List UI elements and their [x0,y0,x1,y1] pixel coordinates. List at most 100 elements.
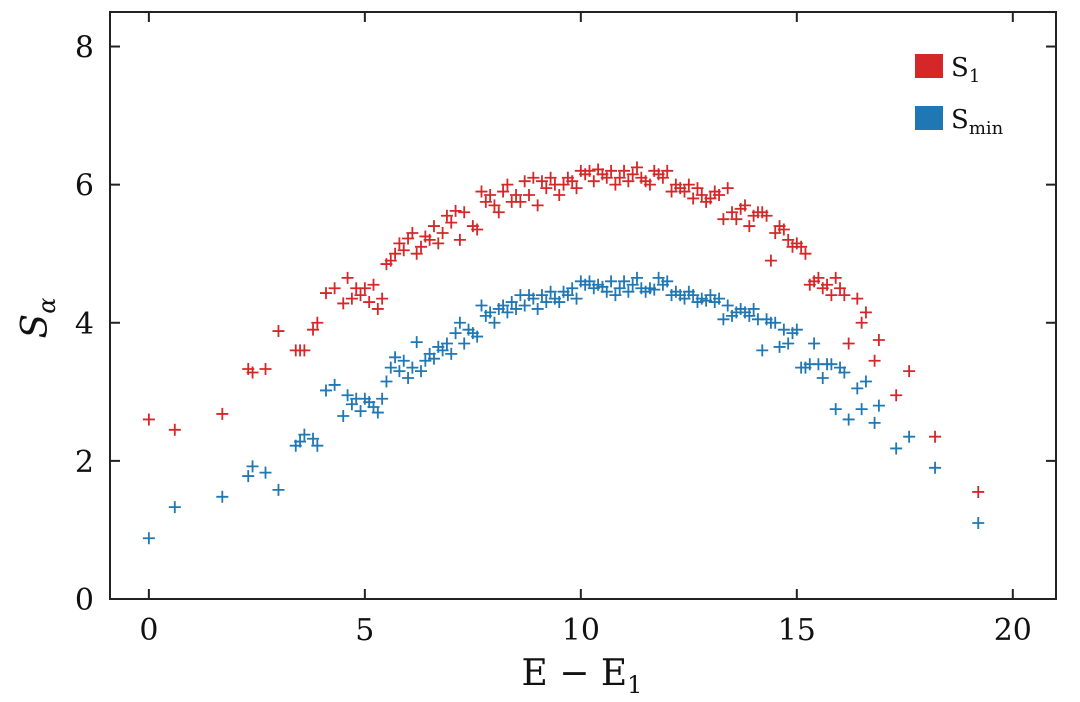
data-point [423,233,436,246]
data-point [535,175,548,188]
data-point [436,344,449,357]
data-point [518,175,531,188]
data-point [363,296,376,309]
data-point [648,283,661,296]
data-point [929,461,942,474]
data-point [643,178,656,191]
data-point [436,226,449,239]
data-point [298,344,311,357]
data-point [415,240,428,253]
data-point [682,178,695,191]
data-point [471,330,484,343]
data-point [808,337,821,350]
data-point [825,289,838,302]
data-point [626,278,639,291]
data-point [730,213,743,226]
data-point [782,233,795,246]
data-point [505,296,518,309]
data-point [812,271,825,284]
y-tick-label: 8 [75,31,94,66]
data-point [246,366,259,379]
data-point [319,287,332,300]
data-point [384,254,397,267]
data-point [704,192,717,205]
data-point [402,372,415,385]
axis-ticks: 0 5 10 15 20 0 2 4 6 8 [75,12,1056,648]
data-point [440,337,453,350]
data-point [613,171,626,184]
data-point [445,216,458,229]
data-point [497,299,510,312]
data-point [272,483,285,496]
data-point [583,164,596,177]
data-point [838,366,851,379]
data-point [406,226,419,239]
data-point [311,316,324,329]
data-point [397,244,410,257]
data-point [773,340,786,353]
data-point [380,375,393,388]
data-point [829,403,842,416]
data-point [458,206,471,219]
y-axis-label: Sα [15,298,61,339]
legend-label-smin-main: S [951,105,969,135]
data-point [514,195,527,208]
data-point [501,178,514,191]
data-point [872,334,885,347]
data-point [298,428,311,441]
data-point [782,337,795,350]
data-point [358,282,371,295]
legend-label-s1: S1 [951,53,980,87]
data-point [319,384,332,397]
data-point [661,164,674,177]
data-point [384,361,397,374]
data-point [851,382,864,395]
data-point [929,430,942,443]
legend-label-s1-main: S [951,53,969,83]
data-point [756,344,769,357]
data-point [449,327,462,340]
data-point [557,178,570,191]
data-point [540,182,553,195]
legend-label-smin-subscript: min [969,118,1004,139]
data-point [475,299,488,312]
data-point [872,399,885,412]
data-point [626,168,639,181]
x-tick-label: 0 [139,613,158,648]
data-point [678,185,691,198]
data-point [868,416,881,429]
data-point [389,351,402,364]
data-point [397,354,410,367]
data-point [695,189,708,202]
data-point [337,297,350,310]
data-point [371,406,384,419]
data-point [371,302,384,315]
x-tick-label: 10 [562,613,600,648]
data-point [328,378,341,391]
data-point [561,289,574,302]
data-point [613,282,626,295]
data-point [834,282,847,295]
data-point [622,285,635,298]
data-point [410,336,423,349]
data-point [535,289,548,302]
data-point [294,435,307,448]
data-point [587,175,600,188]
data-point [345,292,358,305]
y-axis-label-main: S [15,314,56,339]
legend-label-s1-subscript: 1 [969,66,980,87]
data-point [272,325,285,338]
data-point [691,182,704,195]
data-point [855,316,868,329]
data-point [566,282,579,295]
y-tick-label: 2 [75,445,94,480]
data-point [665,185,678,198]
data-point [859,375,872,388]
data-point [570,292,583,305]
data-point [661,275,674,288]
data-point [341,271,354,284]
data-point [777,223,790,236]
data-point [842,413,855,426]
data-point [544,285,557,298]
data-point [246,460,259,473]
